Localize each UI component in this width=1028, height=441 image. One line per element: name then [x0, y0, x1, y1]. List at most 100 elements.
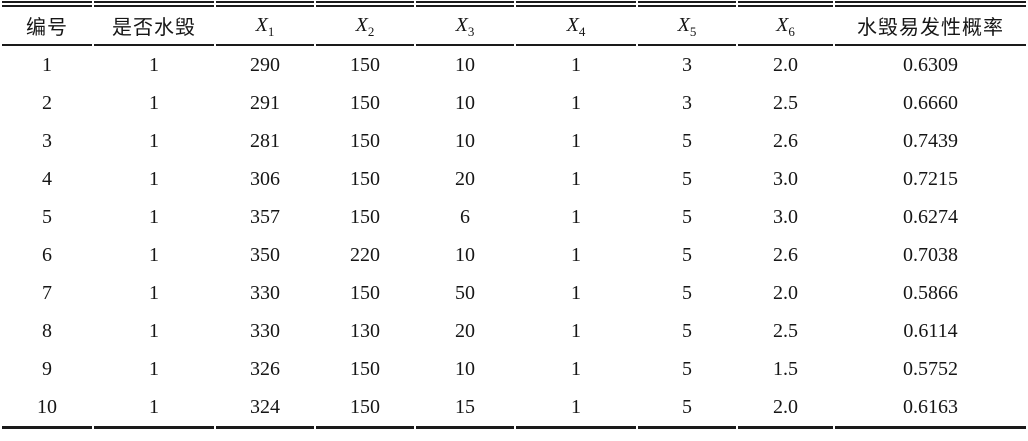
- cell-x4: 1: [571, 319, 581, 342]
- table-row: 8 1 330 130 20 1 5 2.5 0.6114: [2, 312, 1026, 350]
- cell-is-damaged: 1: [149, 167, 159, 190]
- cell-probability: 0.6163: [835, 388, 1026, 429]
- cell-x2: 150: [350, 129, 380, 152]
- cell-probability: 0.5866: [903, 281, 958, 304]
- variable-symbol: X: [566, 14, 579, 36]
- cell-x6: 2.5: [773, 91, 798, 114]
- cell-x5: 5: [682, 167, 692, 190]
- table-header: 编号 是否水毁 X1 X2 X3 X4 X5 X6 水毁易发性概率: [2, 1, 1026, 46]
- cell-x5: 5: [682, 357, 692, 380]
- cell-is-damaged: 1: [149, 129, 159, 152]
- cell-x1: 357: [250, 205, 280, 228]
- cell-x1: 324: [216, 388, 314, 429]
- column-header-x4: X4: [516, 1, 636, 46]
- table-body: 1 1 290 150 10 1 3 2.0 0.6309 2 1 291 150 10 1 3 2.5 0.66…: [2, 46, 1026, 429]
- cell-probability: 0.7038: [903, 243, 958, 266]
- cell-x5: 5: [682, 319, 692, 342]
- cell-id: 2: [42, 91, 52, 114]
- water-damage-susceptibility-table: 编号 是否水毁 X1 X2 X3 X4 X5 X6 水毁易发性概率 1 1 290 150 10 1 3 2.…: [0, 1, 1028, 429]
- variable-subscript: 6: [788, 24, 795, 39]
- cell-x5: 5: [682, 205, 692, 228]
- cell-x1: 326: [250, 357, 280, 380]
- cell-x5: 3: [682, 91, 692, 114]
- variable-symbol: X: [776, 14, 789, 36]
- column-header-id: 编号: [2, 1, 92, 46]
- cell-id: 8: [42, 319, 52, 342]
- cell-probability: 0.5752: [903, 357, 958, 380]
- cell-x3: 50: [455, 281, 475, 304]
- cell-x3: 20: [455, 319, 475, 342]
- cell-x3: 10: [455, 53, 475, 76]
- cell-probability: 0.6660: [903, 91, 958, 114]
- table-row: 1 1 290 150 10 1 3 2.0 0.6309: [2, 46, 1026, 84]
- table-row: 3 1 281 150 10 1 5 2.6 0.7439: [2, 122, 1026, 160]
- cell-x1: 350: [250, 243, 280, 266]
- column-header-x1: X1: [216, 1, 314, 46]
- cell-x6: 1.5: [773, 357, 798, 380]
- cell-id: 10: [2, 388, 92, 429]
- variable-subscript: 5: [689, 24, 697, 39]
- cell-x6: 2.0: [773, 53, 798, 76]
- cell-is-damaged: 1: [149, 357, 159, 380]
- cell-probability: 0.7439: [903, 129, 958, 152]
- cell-x6: 3.0: [773, 205, 798, 228]
- cell-id: 5: [42, 205, 52, 228]
- cell-x6: 2.0: [773, 281, 798, 304]
- cell-x6: 3.0: [773, 167, 798, 190]
- variable-symbol: X: [255, 14, 268, 36]
- cell-x4: 1: [571, 205, 581, 228]
- cell-x4: 1: [571, 129, 581, 152]
- cell-x5: 5: [682, 281, 692, 304]
- cell-x1: 330: [250, 319, 280, 342]
- cell-x6: 2.6: [773, 129, 798, 152]
- table-row: 6 1 350 220 10 1 5 2.6 0.7038: [2, 236, 1026, 274]
- cell-x2: 150: [350, 281, 380, 304]
- column-header-x2: X2: [316, 1, 414, 46]
- cell-x2: 150: [316, 388, 414, 429]
- cell-probability: 0.7215: [903, 167, 958, 190]
- cell-x4: 1: [571, 281, 581, 304]
- cell-x1: 290: [250, 53, 280, 76]
- variable-subscript: 4: [578, 24, 586, 39]
- cell-x5: 5: [682, 129, 692, 152]
- table-row: 7 1 330 150 50 1 5 2.0 0.5866: [2, 274, 1026, 312]
- column-header-is-damaged: 是否水毁: [94, 1, 214, 46]
- cell-id: 6: [42, 243, 52, 266]
- cell-x2: 150: [350, 167, 380, 190]
- cell-is-damaged: 1: [149, 281, 159, 304]
- variable-symbol: X: [677, 14, 690, 36]
- cell-id: 1: [42, 53, 52, 76]
- cell-x1: 291: [250, 91, 280, 114]
- cell-x6: 2.6: [773, 243, 798, 266]
- cell-x3: 10: [455, 243, 475, 266]
- cell-x5: 5: [638, 388, 736, 429]
- cell-is-damaged: 1: [149, 91, 159, 114]
- cell-x6: 2.5: [773, 319, 798, 342]
- cell-probability: 0.6114: [903, 319, 958, 342]
- table-row: 9 1 326 150 10 1 5 1.5 0.5752: [2, 350, 1026, 388]
- variable-subscript: 1: [267, 24, 275, 39]
- cell-is-damaged: 1: [149, 243, 159, 266]
- cell-x3: 20: [455, 167, 475, 190]
- cell-x2: 220: [350, 243, 380, 266]
- cell-id: 9: [42, 357, 52, 380]
- table-row: 5 1 357 150 6 1 5 3.0 0.6274: [2, 198, 1026, 236]
- cell-x3: 10: [455, 129, 475, 152]
- cell-x3: 10: [455, 357, 475, 380]
- cell-x3: 15: [416, 388, 514, 429]
- header-row: 编号 是否水毁 X1 X2 X3 X4 X5 X6 水毁易发性概率: [2, 1, 1026, 46]
- variable-subscript: 2: [367, 24, 375, 39]
- cell-x6: 2.0: [738, 388, 833, 429]
- cell-is-damaged: 1: [149, 319, 159, 342]
- cell-x4: 1: [571, 91, 581, 114]
- cell-x3: 10: [455, 91, 475, 114]
- cell-x2: 150: [350, 357, 380, 380]
- cell-x1: 281: [250, 129, 280, 152]
- variable-subscript: 3: [467, 24, 475, 39]
- table-row: 10 1 324 150 15 1 5 2.0 0.6163: [2, 388, 1026, 429]
- cell-id: 7: [42, 281, 52, 304]
- cell-x2: 130: [350, 319, 380, 342]
- variable-symbol: X: [455, 14, 468, 36]
- column-header-x3: X3: [416, 1, 514, 46]
